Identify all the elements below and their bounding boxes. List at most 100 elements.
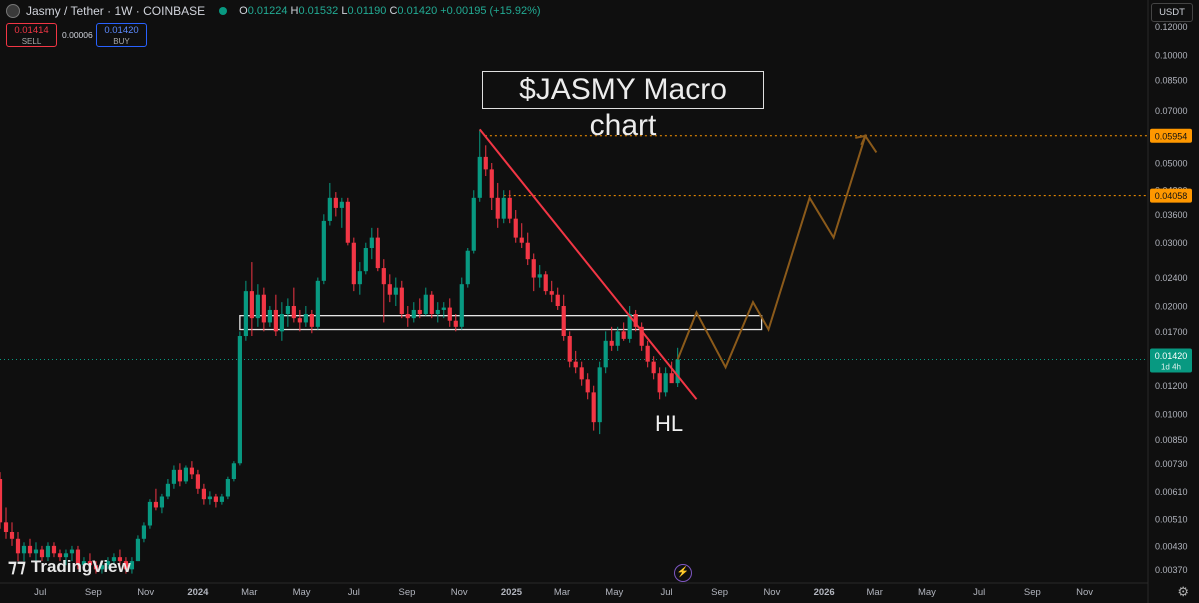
candle-down <box>489 169 494 198</box>
symbol-title[interactable]: Jasmy / Tether · 1W · COINBASE <box>26 4 206 18</box>
y-tick-label: 0.00370 <box>1155 565 1188 575</box>
tradingview-wordmark: TradingView <box>30 556 131 576</box>
countdown-label: 1d 4h <box>1161 362 1181 371</box>
x-tick-label: 2024 <box>187 587 209 598</box>
candle-up <box>501 197 506 219</box>
candle-up <box>441 307 446 310</box>
x-tick-label: May <box>918 587 936 598</box>
candle-down <box>525 242 530 260</box>
gear-icon[interactable]: ⚙ <box>1177 584 1189 599</box>
candle-down <box>579 367 584 380</box>
projection-arrowhead <box>855 134 867 146</box>
support-zone-box[interactable] <box>239 315 763 331</box>
candle-up <box>129 561 135 570</box>
spread-value: 0.00006 <box>62 30 93 40</box>
x-tick-label: Mar <box>867 587 883 598</box>
x-tick-label: Mar <box>554 587 570 598</box>
sell-button[interactable]: 0.01414 SELL <box>6 23 57 47</box>
candle-down <box>249 291 254 319</box>
chart-header: Jasmy / Tether · 1W · COINBASE O0.01224 … <box>6 4 541 18</box>
candle-up <box>603 340 608 368</box>
x-tick-label: 2026 <box>814 587 835 598</box>
candle-down <box>177 469 183 482</box>
y-tick-label: 0.00610 <box>1155 487 1188 497</box>
level-price-label: 0.05954 <box>1155 131 1188 141</box>
candle-up <box>237 336 242 464</box>
y-tick-label: 0.05000 <box>1155 159 1188 169</box>
x-tick-label: Jul <box>34 587 46 598</box>
candle-down <box>387 284 392 295</box>
buy-price: 0.01420 <box>104 25 139 36</box>
candle-down <box>399 287 404 315</box>
candle-up <box>99 565 105 570</box>
projection-path[interactable] <box>676 133 878 370</box>
candle-down <box>93 565 99 570</box>
candle-up <box>315 280 320 327</box>
y-tick-label: 0.12000 <box>1155 22 1188 32</box>
candle-up <box>171 469 177 484</box>
candle-down <box>117 557 123 562</box>
candle-down <box>621 331 626 339</box>
level-price-tag <box>1150 188 1192 203</box>
x-tick-label: Nov <box>451 587 468 598</box>
candle-up <box>183 467 189 482</box>
y-tick-label: 0.08500 <box>1155 76 1188 86</box>
candle-up <box>411 309 416 319</box>
candle-down <box>543 274 548 292</box>
x-tick-label: Nov <box>137 587 154 598</box>
candle-down <box>27 545 33 554</box>
candle-down <box>633 314 638 327</box>
x-tick-label: May <box>605 587 623 598</box>
candle-down <box>309 314 314 327</box>
candle-down <box>351 242 356 285</box>
candle-up <box>663 373 668 393</box>
candle-down <box>3 522 9 532</box>
y-tick-label: 0.03600 <box>1155 210 1188 220</box>
candle-up <box>615 331 620 346</box>
candle-up <box>369 237 374 249</box>
candle-up <box>393 287 398 295</box>
x-tick-label: Jul <box>348 587 360 598</box>
candle-down <box>39 549 45 558</box>
candle-up <box>105 561 111 566</box>
level-price-tag <box>1150 128 1192 143</box>
lightning-icon[interactable]: ⚡ <box>674 564 692 582</box>
candle-up <box>147 501 153 526</box>
candle-up <box>357 271 362 285</box>
y-tick-label: 0.00430 <box>1155 541 1188 551</box>
candle-down <box>15 538 21 554</box>
level-price-label: 0.04058 <box>1155 191 1188 201</box>
candle-up <box>675 359 680 384</box>
candle-down <box>123 561 129 570</box>
candle-up <box>423 294 428 315</box>
candle-up <box>81 561 87 566</box>
candle-up <box>597 367 602 423</box>
candle-down <box>495 197 500 219</box>
candle-down <box>261 294 266 323</box>
currency-button[interactable]: USDT <box>1151 3 1193 22</box>
candle-down <box>213 496 218 502</box>
candle-down <box>561 305 566 337</box>
candle-up <box>285 305 290 315</box>
x-tick-label: Sep <box>711 587 728 598</box>
candle-down <box>567 336 572 362</box>
current-price-label: 0.01420 <box>1155 351 1188 361</box>
sell-label: SELL <box>21 37 42 46</box>
candle-down <box>519 237 524 243</box>
downtrend-line[interactable] <box>478 128 698 400</box>
y-tick-label: 0.01700 <box>1155 327 1188 337</box>
tradingview-mark-icon: ⁊⁊ <box>8 556 26 576</box>
candle-down <box>87 561 93 566</box>
candle-up <box>207 496 212 500</box>
candle-down <box>153 501 159 508</box>
candle-down <box>453 320 458 327</box>
candle-up <box>279 314 284 332</box>
candle-up <box>135 538 141 562</box>
candle-up <box>219 496 224 502</box>
candle-up <box>255 294 260 319</box>
candle-down <box>417 309 422 315</box>
buy-label: BUY <box>113 37 130 46</box>
buy-button[interactable]: 0.01420 BUY <box>96 23 147 47</box>
candle-down <box>573 361 578 368</box>
